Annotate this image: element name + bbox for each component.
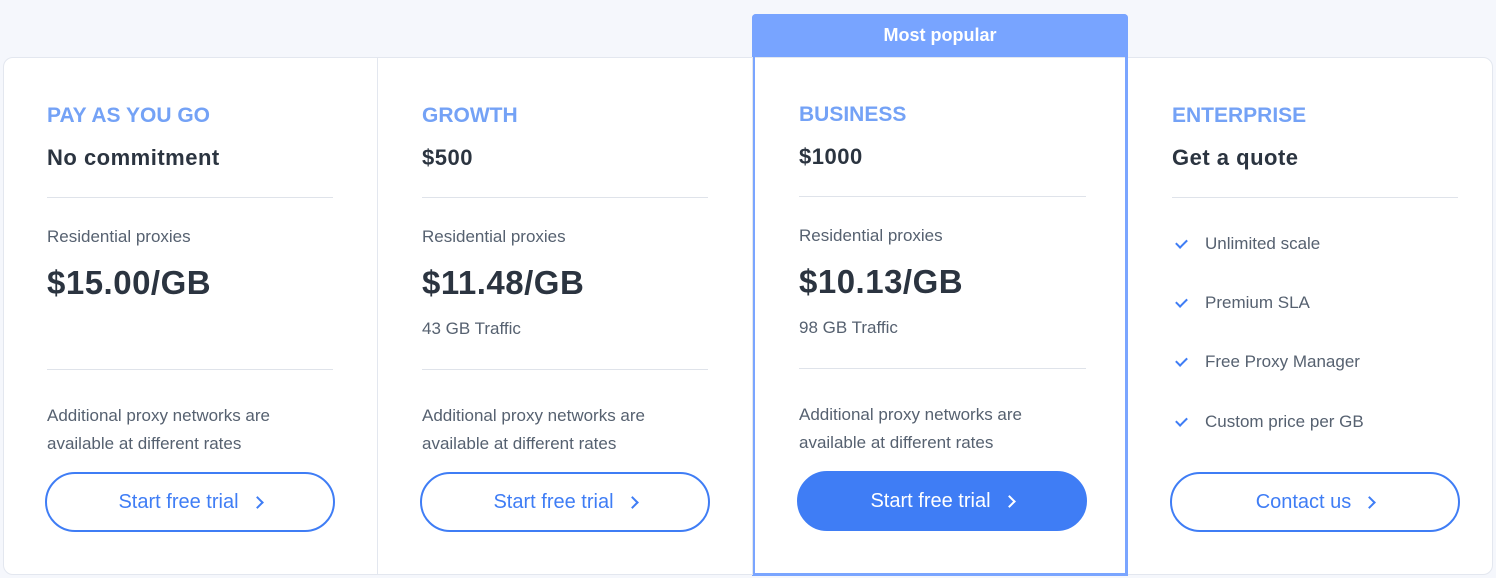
divider [422,369,708,370]
most-popular-highlight: Most popular [752,14,1128,576]
most-popular-badge: Most popular [752,14,1128,57]
feature-item: Premium SLA [1172,293,1310,313]
plan-price: $11.48/GB [422,264,585,301]
chevron-right-icon [625,495,639,509]
check-icon [1175,353,1188,367]
divider [422,197,708,198]
divider [1172,197,1458,198]
plan-pay-as-you-go: PAY AS YOU GO No commitment Residential … [3,57,378,575]
feature-item: Free Proxy Manager [1172,352,1360,372]
plan-tier: BUSINESS [799,103,907,126]
plan-traffic: 43 GB Traffic [422,319,521,338]
plan-subtitle: $500 [422,145,473,170]
start-free-trial-button[interactable]: Start free trial [45,472,335,532]
chevron-right-icon [250,495,264,509]
check-icon [1175,235,1188,249]
check-icon [1175,294,1188,308]
plan-tier: GROWTH [422,104,518,127]
plan-price: $15.00/GB [47,264,212,301]
plan-label: Residential proxies [47,227,191,246]
plan-label: Residential proxies [422,227,566,246]
check-icon [1175,413,1188,427]
divider [799,368,1086,369]
plan-subtitle: Get a quote [1172,145,1299,170]
plan-price: $10.13/GB [799,263,964,300]
plan-enterprise: ENTERPRISE Get a quote Unlimited scale P… [1128,57,1493,575]
start-free-trial-button[interactable]: Start free trial [797,471,1087,531]
plan-business: BUSINESS $1000 Residential proxies $10.1… [755,56,1130,574]
feature-item: Unlimited scale [1172,234,1320,254]
plan-note: Additional proxy networks are available a… [47,406,271,453]
divider [47,197,333,198]
plan-growth: GROWTH $500 Residential proxies $11.48/G… [378,57,753,575]
plan-traffic: 98 GB Traffic [799,318,898,337]
chevron-right-icon [1363,495,1377,509]
feature-item: Custom price per GB [1172,412,1364,432]
start-free-trial-button[interactable]: Start free trial [420,472,710,532]
plan-note: Additional proxy networks are available a… [799,405,1023,452]
plan-label: Residential proxies [799,226,943,245]
plan-subtitle: $1000 [799,144,863,169]
chevron-right-icon [1002,494,1016,508]
plan-tier: ENTERPRISE [1172,104,1307,127]
plan-note: Additional proxy networks are available a… [422,406,646,453]
plan-subtitle: No commitment [47,145,220,170]
divider [799,196,1086,197]
divider [47,369,333,370]
plan-tier: PAY AS YOU GO [47,104,211,127]
contact-us-button[interactable]: Contact us [1170,472,1460,532]
